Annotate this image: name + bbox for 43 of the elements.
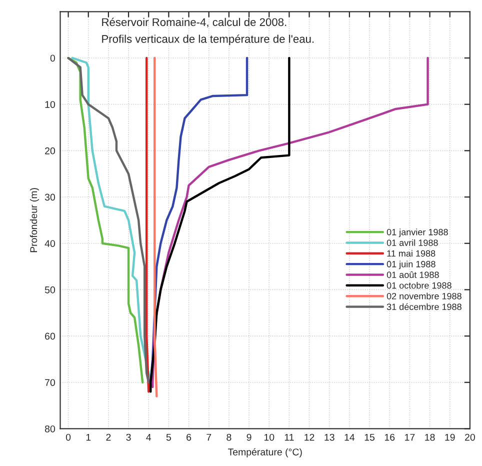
x-tick-label: 6	[186, 434, 192, 441]
x-tick-label: 7	[206, 434, 212, 441]
x-tick-label: 16	[384, 434, 395, 441]
legend-label: 01 août 1988	[386, 271, 439, 278]
legend-label: 01 janvier 1988	[386, 228, 448, 238]
x-tick-label: 11	[284, 434, 294, 441]
legend-label: 01 juin 1988	[386, 260, 436, 270]
x-tick-label: 12	[304, 434, 314, 441]
y-tick-label: 80	[45, 425, 56, 432]
x-tick-label: 8	[226, 434, 232, 441]
legend-label: 02 novembre 1988	[386, 292, 462, 300]
chart-title: Réservoir Romaine-4, calcul de 2008.	[102, 18, 286, 28]
x-tick-label: 10	[264, 434, 274, 441]
x-tick-label: 17	[405, 434, 415, 441]
y-tick-label: 40	[44, 240, 56, 247]
y-tick-label: 70	[45, 379, 56, 386]
x-tick-label: 19	[445, 434, 455, 441]
x-tick-label: 9	[246, 434, 252, 441]
x-tick-label: 13	[324, 434, 334, 441]
x-tick-label: 0	[66, 434, 71, 441]
x-tick-label: 14	[344, 434, 355, 441]
legend-label: 11 mai 1988	[387, 250, 436, 257]
legend-label: 31 décembre 1988	[386, 303, 462, 310]
x-tick-label: 3	[126, 434, 131, 441]
x-tick-label: 18	[425, 434, 435, 441]
y-axis-title: Profondeur (m)	[30, 188, 40, 252]
x-tick-label: 20	[465, 434, 475, 441]
text: Profils verticaux de la température de l'eau.	[102, 34, 314, 46]
y-tick-label: 0	[50, 54, 56, 62]
x-axis-title: Température (°C)	[228, 448, 302, 458]
y-tick-label: 20	[45, 147, 56, 154]
x-tick-label: 1	[86, 434, 91, 441]
legend-label: 01 avril 1988	[386, 239, 438, 246]
y-tick-label: 50	[44, 286, 56, 294]
x-tick-label: 15	[364, 434, 375, 441]
x-tick-label: 4	[146, 434, 152, 441]
x-tick-label: 2	[106, 434, 111, 441]
x-tick-label: 5	[166, 434, 171, 441]
legend-label: 01 octobre 1988	[386, 282, 452, 289]
y-tick-label: 60	[45, 332, 56, 340]
y-tick-label: 30	[44, 194, 56, 201]
y-tick-label: 10	[45, 101, 56, 108]
line-series	[150, 56, 290, 393]
